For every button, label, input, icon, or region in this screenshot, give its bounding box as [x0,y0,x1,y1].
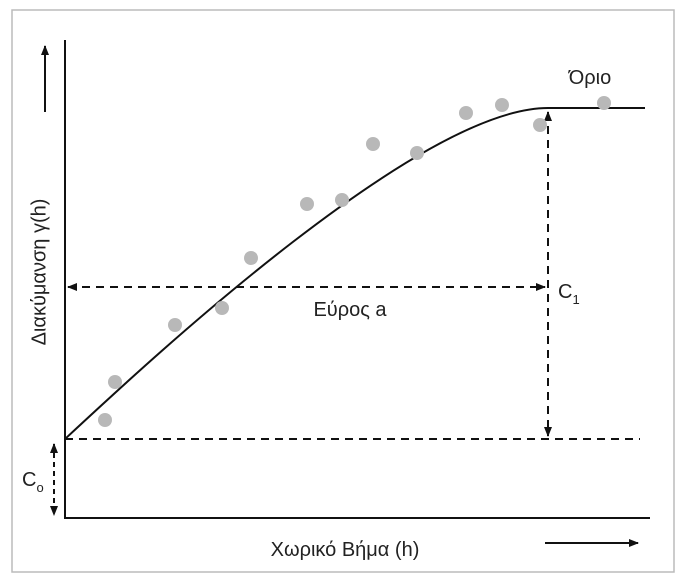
point [108,375,122,389]
point [459,106,473,120]
c0-label: Co [22,469,44,495]
point [98,413,112,427]
c0-base: C [22,469,36,491]
sample-points [98,96,611,427]
point [533,118,547,132]
point [495,98,509,112]
c1-sub: 1 [572,292,579,307]
point [215,301,229,315]
point [366,137,380,151]
x-axis-label: Χωρικό Βήμα (h) [271,539,420,561]
point [410,146,424,160]
sill-label: Όριο [568,67,611,89]
point [168,318,182,332]
point [244,251,258,265]
point [335,193,349,207]
c1-base: C [558,281,572,303]
c0-sub: o [36,480,43,495]
point [300,197,314,211]
range-label: Εύρος a [313,299,387,321]
model-curve [64,107,645,440]
frame [11,9,675,573]
point [597,96,611,110]
y-axis-label: Διακύμανση γ(h) [28,199,50,346]
c1-label: C1 [558,281,580,307]
